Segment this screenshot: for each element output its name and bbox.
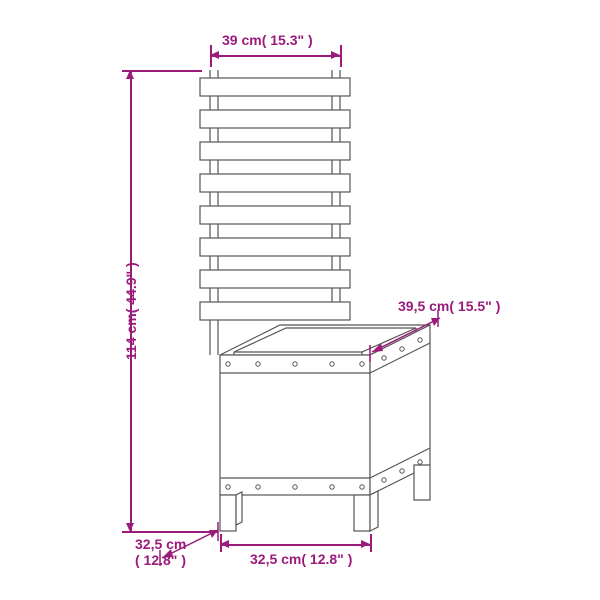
dim-base-depth-label: 32,5 cm ( 12.8" ) bbox=[135, 536, 186, 568]
dim-base-width-label: 32,5 cm( 12.8" ) bbox=[250, 551, 352, 567]
dim-height-label: 114 cm( 44.9" ) bbox=[123, 262, 139, 360]
dimension-diagram: 39 cm( 15.3" ) 114 cm( 44.9" ) 39,5 cm( … bbox=[0, 0, 600, 600]
product-drawing bbox=[0, 0, 600, 600]
dim-depth-top-label: 39,5 cm( 15.5" ) bbox=[398, 298, 500, 314]
dim-top-width-label: 39 cm( 15.3" ) bbox=[222, 32, 313, 48]
